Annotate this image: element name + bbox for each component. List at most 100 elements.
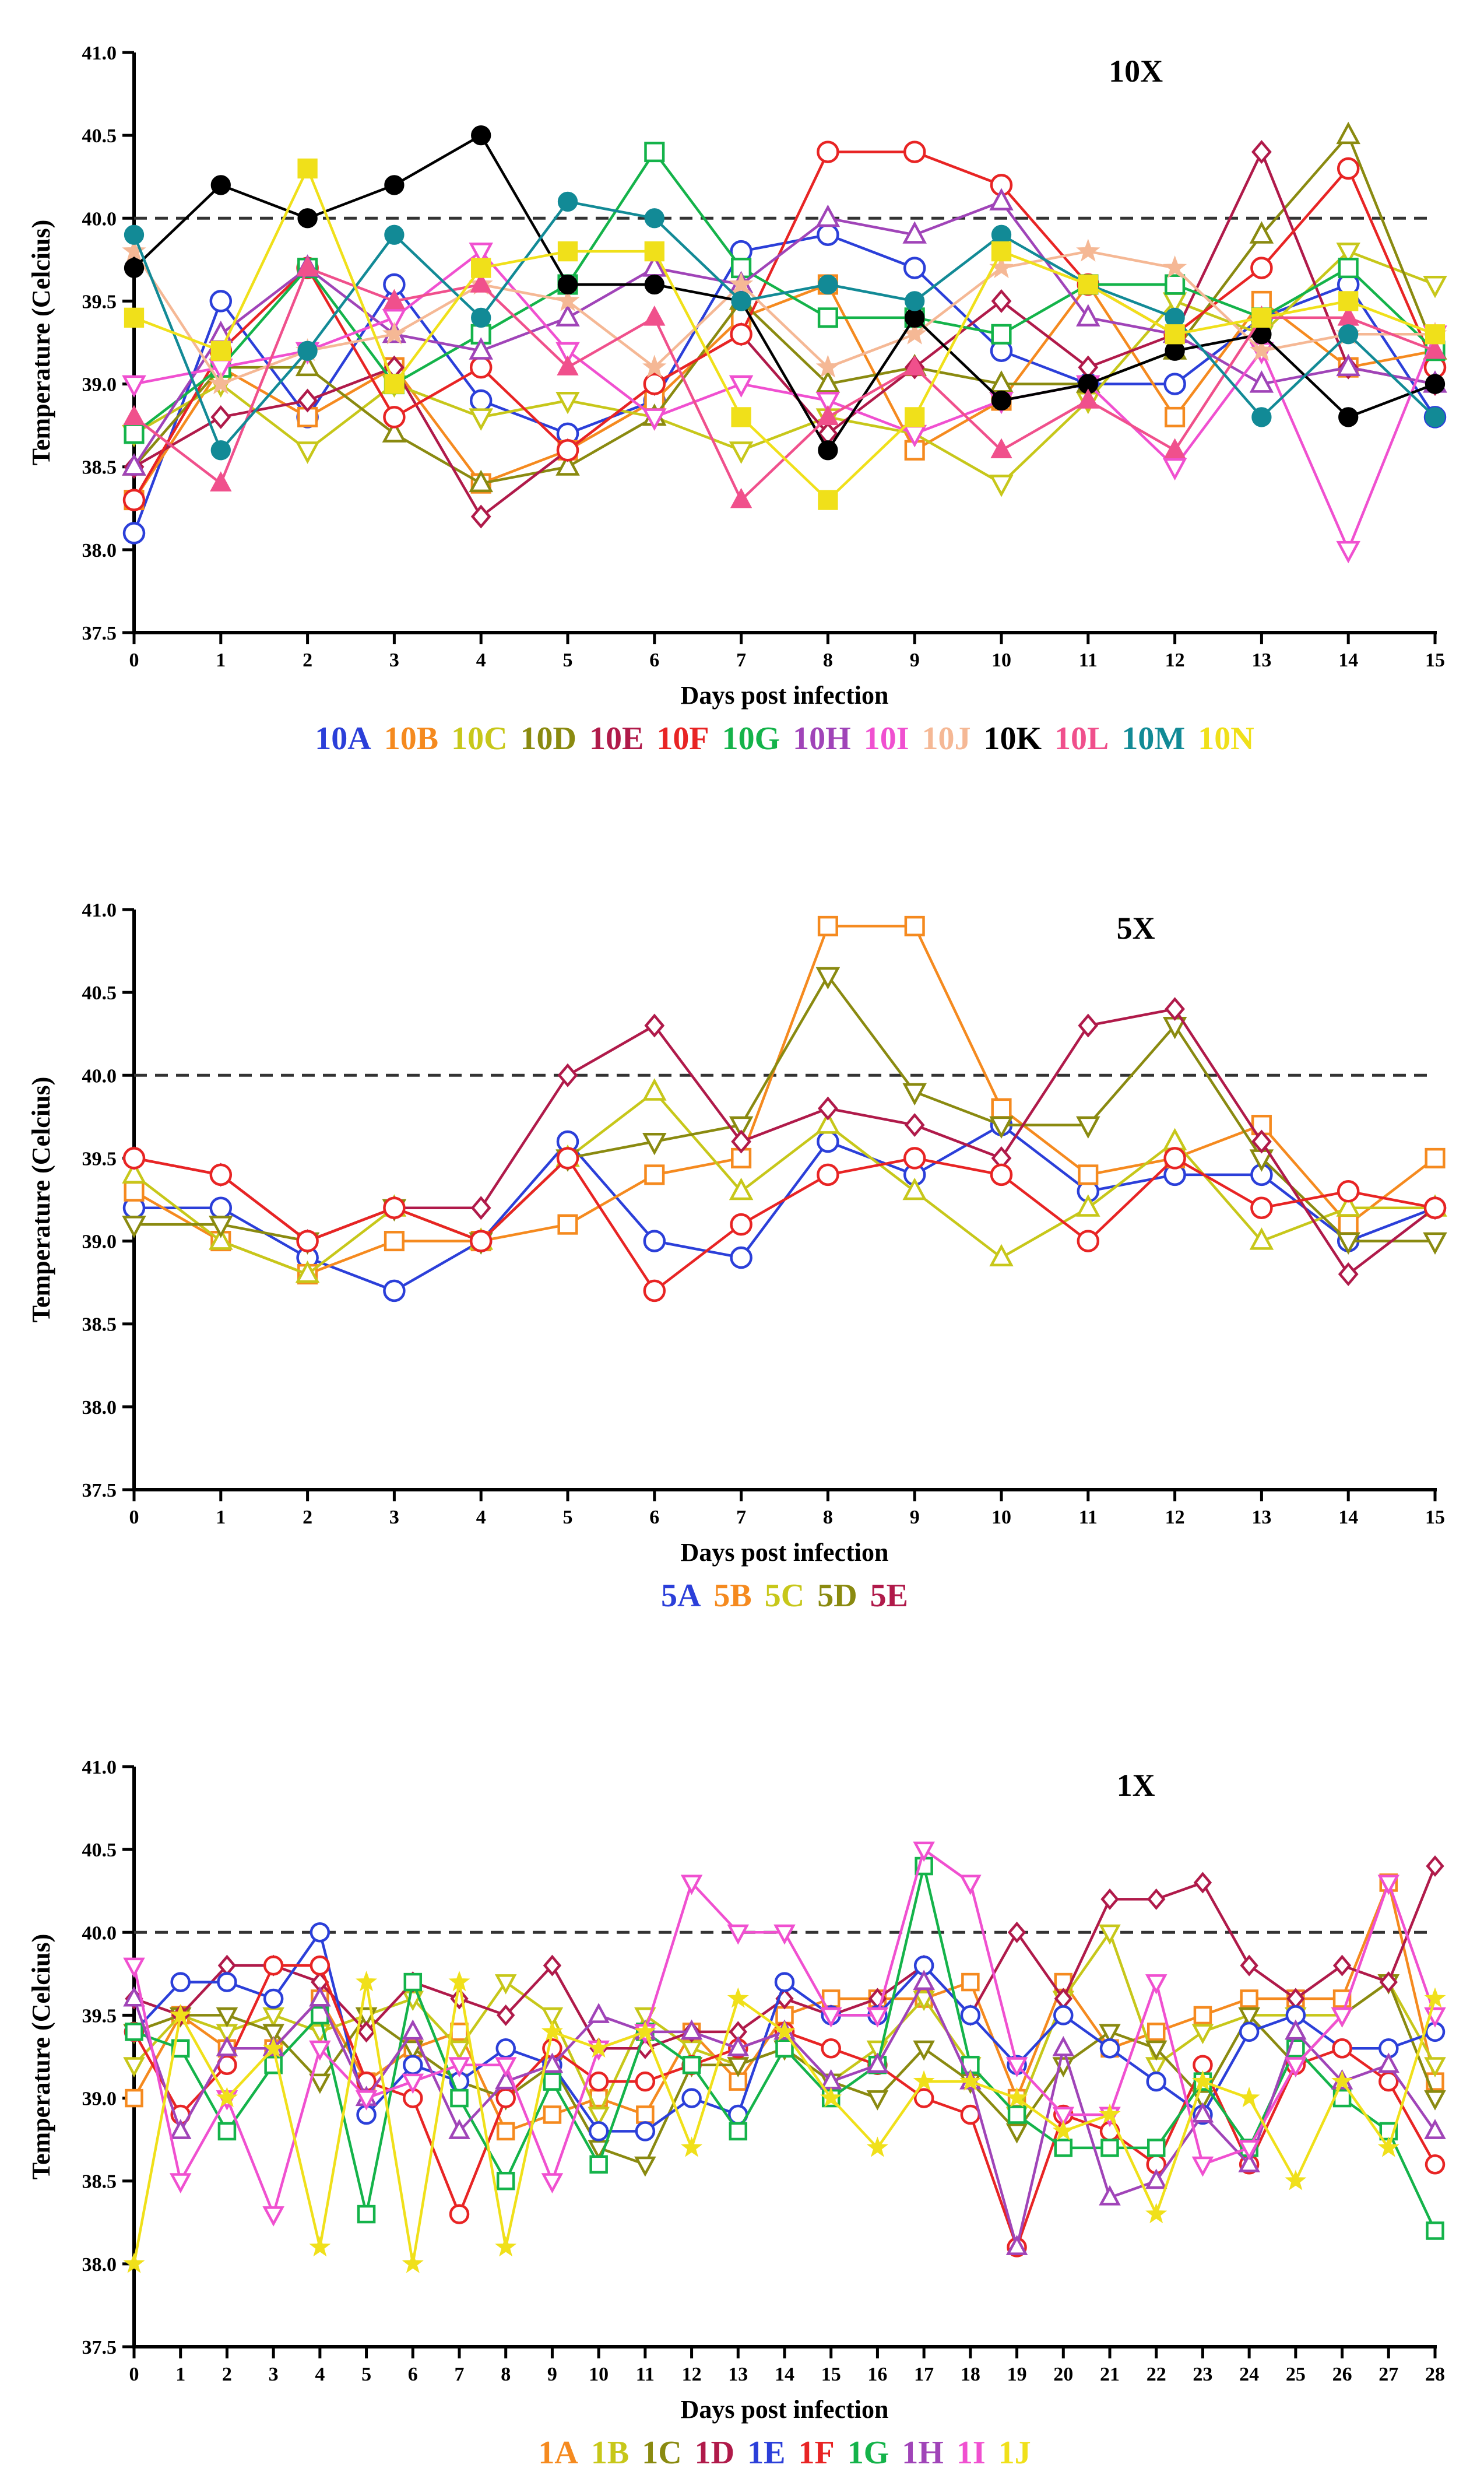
y-tick-label: 40.0 (82, 1065, 117, 1087)
data-point (643, 1279, 666, 1303)
x-tick-label: 0 (129, 650, 139, 671)
x-tick-label: 4 (476, 650, 486, 671)
data-point (730, 487, 752, 508)
data-point (124, 1181, 145, 1202)
data-point (1100, 1888, 1119, 1910)
data-point (210, 440, 231, 461)
data-point (122, 238, 146, 262)
data-point (643, 306, 666, 326)
data-point (1249, 338, 1274, 361)
x-tick-label: 10 (991, 1507, 1011, 1528)
data-point (1337, 1180, 1360, 1203)
chart-title: 5X (1117, 911, 1155, 946)
data-point (124, 307, 145, 328)
legend-entry: 10D (521, 721, 576, 757)
data-point (209, 371, 233, 395)
data-point (402, 2019, 424, 2040)
data-point (1337, 157, 1360, 180)
data-point (124, 224, 145, 245)
data-point (991, 289, 1012, 313)
data-point (905, 407, 925, 427)
data-point (209, 1227, 233, 1250)
data-point (1377, 2136, 1399, 2157)
data-point (913, 2070, 935, 2091)
x-tick-label: 14 (1338, 1507, 1358, 1528)
data-point (470, 504, 491, 529)
x-tick-label: 2 (303, 650, 312, 671)
series-1g (125, 1856, 1444, 2240)
data-point (1239, 2021, 1260, 2042)
data-point (543, 1954, 562, 1977)
data-point (1054, 2139, 1073, 2157)
data-point (384, 175, 405, 195)
data-point (122, 1216, 146, 1238)
data-point (541, 2052, 564, 2073)
data-point (557, 1063, 578, 1087)
data-point (170, 1972, 191, 1992)
data-point (729, 2122, 748, 2141)
data-point (1078, 1013, 1099, 1038)
x-tick-label: 10 (589, 2364, 609, 2385)
series-10m (124, 191, 1446, 461)
data-point (555, 304, 580, 327)
data-point (643, 373, 666, 395)
data-point (556, 1147, 579, 1170)
x-tick-label: 1 (216, 1507, 226, 1528)
data-point (125, 2088, 143, 2108)
y-tick-label: 39.5 (82, 291, 117, 313)
data-point (471, 258, 491, 278)
data-point (820, 2007, 842, 2028)
legend-entry: 10G (722, 721, 780, 757)
data-point (1425, 324, 1446, 345)
data-point (1005, 2057, 1028, 2077)
data-point (383, 289, 406, 310)
data-point (494, 2069, 517, 2090)
data-point (1424, 2090, 1446, 2111)
data-point (1338, 1262, 1359, 1286)
data-point (1285, 2057, 1307, 2077)
data-point (309, 2073, 331, 2094)
data-point (642, 1133, 667, 1156)
chart-1x: 37.538.038.539.039.540.040.541.00 1 2 3 4 5 6 7… (27, 1757, 1446, 2471)
x-tick-label: 9 (910, 650, 920, 671)
series-10d (122, 121, 1447, 493)
data-point (1250, 257, 1273, 279)
data-point (731, 407, 751, 427)
data-point (727, 1987, 749, 2008)
data-point (588, 2037, 610, 2058)
data-point (960, 2005, 981, 2025)
data-point (216, 2036, 238, 2056)
data-point (448, 1971, 470, 1992)
y-tick-label: 40.5 (82, 982, 117, 1004)
x-tick-label: 13 (1251, 1507, 1271, 1528)
y-tick-label: 37.5 (82, 1480, 117, 1501)
data-point (555, 342, 580, 365)
data-point (817, 1163, 839, 1186)
y-tick-label: 38.0 (82, 1397, 117, 1419)
data-point (644, 142, 665, 163)
data-point (555, 288, 580, 311)
data-point (448, 2057, 470, 2077)
data-point (820, 2087, 842, 2108)
x-tick-label: 27 (1378, 2364, 1398, 2385)
data-point (729, 1116, 754, 1139)
data-point (680, 2019, 703, 2040)
data-point (296, 1230, 319, 1252)
legend-entry: 10H (793, 721, 851, 757)
data-point (815, 354, 841, 378)
data-point (1379, 1971, 1398, 1993)
data-point (1147, 1888, 1166, 1910)
data-point (1005, 2235, 1028, 2255)
data-point (297, 340, 318, 361)
data-point (262, 2037, 284, 2058)
data-point (1238, 2140, 1260, 2161)
data-point (902, 221, 927, 244)
data-point (866, 2090, 889, 2111)
data-point (1377, 1874, 1400, 1895)
data-point (309, 1986, 331, 2007)
data-point (817, 405, 839, 426)
data-point (644, 208, 664, 229)
data-point (469, 356, 493, 379)
data-point (123, 2252, 145, 2273)
data-point (471, 125, 491, 146)
